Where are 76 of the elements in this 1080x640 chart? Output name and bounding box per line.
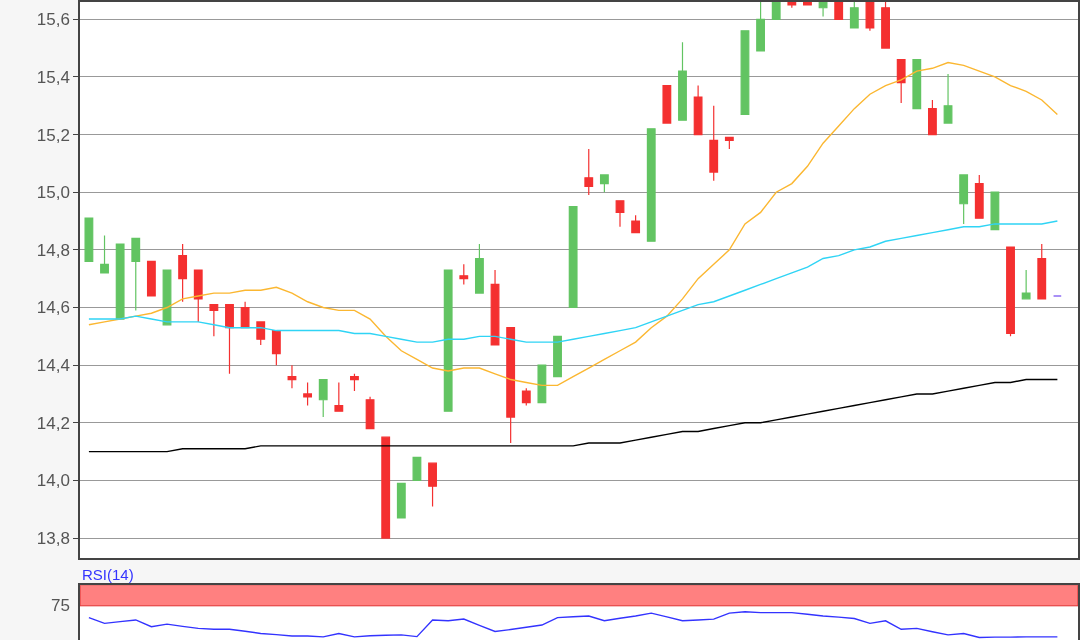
candlestick	[100, 234, 109, 274]
candlestick	[350, 373, 359, 392]
chart-title: RSI(14)	[82, 566, 134, 583]
candlestick	[959, 174, 969, 225]
y-tick-label: 14,2	[36, 413, 70, 433]
candlestick	[412, 456, 422, 482]
candlestick	[771, 2, 781, 20]
candlestick	[599, 174, 609, 193]
candlestick	[896, 59, 906, 104]
candlestick	[256, 321, 266, 346]
candlestick	[662, 84, 672, 124]
y-tick-label: 15,6	[36, 10, 70, 30]
candlestick	[1006, 246, 1015, 337]
candlestick	[678, 41, 687, 121]
candlestick	[646, 128, 656, 242]
candlestick	[927, 99, 937, 136]
y-tick-label: 14,4	[36, 356, 70, 376]
line-series	[88, 61, 1059, 387]
candlestick	[849, 2, 859, 29]
candlestick	[225, 304, 234, 375]
y-tick-label: 13,8	[36, 529, 70, 549]
candlestick	[146, 260, 156, 297]
candlestick	[724, 136, 734, 150]
y-tick-label: 14,8	[36, 240, 70, 260]
candlestick	[865, 2, 875, 32]
candlestick	[990, 191, 1000, 231]
candlestick	[740, 30, 750, 115]
line-series	[88, 378, 1059, 453]
candlestick	[615, 200, 625, 228]
y-tick-label: 14,6	[36, 298, 70, 318]
candlestick	[318, 378, 328, 418]
candlestick	[881, 2, 890, 49]
candlestick	[709, 105, 719, 182]
candlestick	[334, 381, 344, 412]
candlestick	[131, 237, 141, 311]
y-tick-label: 15,2	[36, 125, 70, 145]
candlestick	[553, 335, 562, 378]
candlestick	[506, 327, 516, 444]
candlestick	[834, 2, 844, 20]
candlestick	[459, 263, 469, 286]
candlestick	[271, 329, 281, 366]
candlestick	[1021, 269, 1031, 300]
candlestick	[115, 243, 125, 320]
candlestick	[303, 381, 313, 407]
candlestick	[803, 2, 812, 6]
candlestick	[428, 462, 437, 507]
candlestick	[537, 364, 547, 404]
band-label: 75	[51, 596, 70, 615]
candlestick	[84, 217, 94, 262]
candlestick	[974, 174, 984, 219]
candlestick	[178, 243, 188, 303]
candlestick	[756, 2, 766, 52]
line-series	[88, 220, 1059, 343]
y-tick-label: 15,0	[36, 183, 70, 203]
candlestick	[787, 2, 797, 9]
candlestick	[943, 73, 953, 124]
candlestick	[818, 2, 828, 18]
y-tick-label: 14,0	[36, 471, 70, 491]
candlestick	[584, 148, 594, 196]
y-tick-label: 15,4	[36, 67, 70, 87]
candlestick	[209, 304, 219, 337]
candlestick	[365, 396, 375, 430]
candlestick	[381, 436, 391, 539]
candlestick	[443, 269, 453, 412]
candlestick	[474, 243, 484, 294]
candlestick	[521, 387, 531, 407]
candlestick	[287, 364, 297, 389]
candlestick	[568, 206, 578, 309]
candlestick	[912, 59, 922, 110]
candlestick	[631, 214, 641, 234]
candlestick	[490, 269, 500, 346]
candlestick	[193, 269, 203, 323]
candlestick	[396, 482, 406, 519]
candlestick	[240, 301, 250, 329]
candlestick	[693, 84, 703, 136]
candlestick	[1037, 243, 1047, 300]
